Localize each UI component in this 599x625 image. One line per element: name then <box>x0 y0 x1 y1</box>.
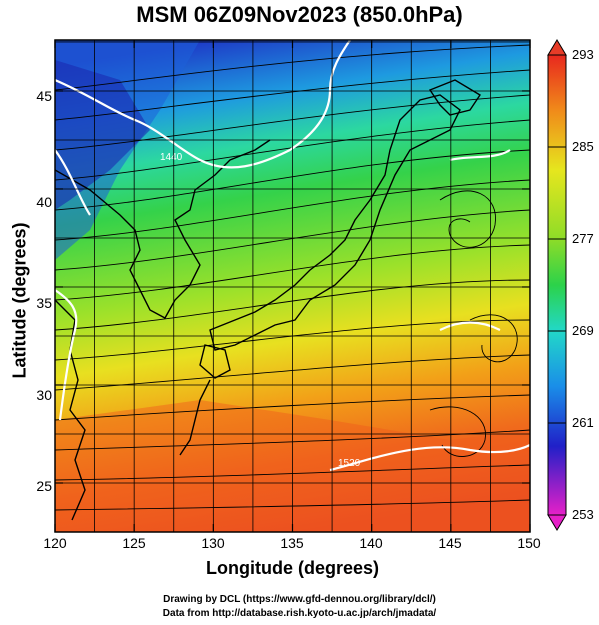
tick-marks <box>54 40 531 532</box>
colorbar-tick-label: 261 <box>572 415 594 430</box>
colorbar-body <box>547 54 567 516</box>
coastline-kyushu <box>199 344 231 379</box>
height-contour <box>329 444 530 472</box>
height-contour <box>55 40 351 169</box>
coastline-islands <box>179 379 211 456</box>
height-contour <box>55 149 91 216</box>
streamline <box>55 179 530 241</box>
streamline <box>55 209 530 271</box>
streamline <box>55 354 530 391</box>
streamline <box>55 464 530 481</box>
streamline <box>55 94 530 151</box>
height-contours <box>55 40 530 472</box>
credit-data: Data from http://database.rish.kyoto-u.a… <box>162 608 437 619</box>
height-contour <box>55 289 78 421</box>
contour-label: 1440 <box>160 152 183 163</box>
colorbar-tick-marks <box>548 54 566 516</box>
streamline-eddy <box>469 314 518 363</box>
x-axis-label: Longitude (degrees) <box>205 558 379 578</box>
contour-label: 1520 <box>338 458 361 469</box>
streamline <box>55 279 530 331</box>
coastline-japan <box>209 94 461 351</box>
x-tick-label: 125 <box>122 535 146 551</box>
y-tick-label: 45 <box>36 88 52 104</box>
colorbar-tick-label: 277 <box>572 231 594 246</box>
streamline-eddy <box>439 190 496 248</box>
map-title: MSM 06Z09Nov2023 (850.0hPa) <box>136 2 463 27</box>
x-tick-label: 120 <box>43 535 67 551</box>
colorbar-tick-label: 269 <box>572 323 594 338</box>
streamline <box>55 44 530 91</box>
y-tick-label: 40 <box>36 194 52 210</box>
x-tick-label: 145 <box>438 535 462 551</box>
x-tick-label: 140 <box>359 535 383 551</box>
streamline-eddy <box>429 406 486 457</box>
streamline <box>55 499 530 511</box>
streamline <box>55 149 530 211</box>
y-tick-label: 30 <box>36 387 52 403</box>
y-tick-label: 35 <box>36 295 52 311</box>
grid <box>55 40 530 532</box>
streamline <box>55 394 530 421</box>
x-tick-label: 150 <box>517 535 541 551</box>
y-tick-label: 25 <box>36 478 52 494</box>
colorbar-top-arrow <box>547 39 567 56</box>
colorbar-bottom-arrow <box>547 514 567 531</box>
coldest-region <box>55 60 150 210</box>
coastline-hokkaido <box>428 79 481 116</box>
credit-drawing: Drawing by DCL (https://www.gfd-dennou.o… <box>163 594 436 605</box>
coastline-korea-china <box>55 139 271 319</box>
colorbar-tick-label: 293 <box>572 47 594 62</box>
height-contour <box>449 149 511 162</box>
streamline <box>55 244 530 301</box>
colorbar-tick-label: 253 <box>572 507 594 522</box>
x-tick-label: 130 <box>201 535 225 551</box>
height-contour <box>439 321 501 331</box>
streamline <box>55 69 530 121</box>
x-tick-label: 135 <box>280 535 304 551</box>
colorbar-tick-label: 285 <box>572 139 594 154</box>
colorbar <box>547 39 567 531</box>
